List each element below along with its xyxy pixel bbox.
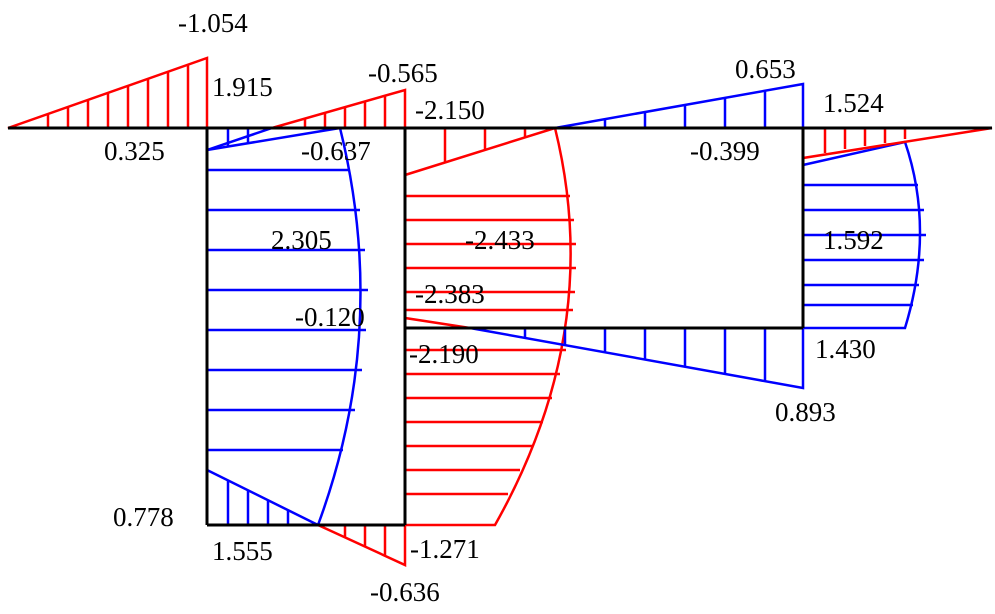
value-label: -0.120 [295,302,365,332]
value-label: -0.565 [368,58,438,88]
value-label: -0.636 [370,577,440,607]
value-label: -1.271 [410,534,480,564]
value-labels: -1.054 1.915 0.325 -0.565 -0.637 -2.150 … [104,8,884,607]
value-label: 0.893 [775,397,836,427]
value-label: -2.433 [465,225,535,255]
hatching [46,65,926,555]
value-label: 1.430 [815,334,876,364]
value-label: 0.653 [735,54,796,84]
value-label: 1.592 [823,225,884,255]
red-region-bottom [317,523,407,567]
value-label: 1.915 [212,72,273,102]
value-label: 1.524 [823,88,884,118]
value-label: 0.325 [104,136,165,166]
blue-region-top-mid-left [205,126,273,152]
value-label: -0.399 [690,136,760,166]
value-label: -1.054 [178,8,248,38]
value-label: 2.305 [271,225,332,255]
value-label: 1.555 [212,536,273,566]
value-label: -2.150 [415,95,485,125]
frame-structure [8,126,992,527]
value-label: -2.190 [409,339,479,369]
value-label: 0.778 [113,502,174,532]
value-label: -0.637 [301,136,371,166]
blue-region-mid-beam [469,326,805,390]
value-label: -2.383 [415,279,485,309]
red-region-right-top [801,126,993,160]
blue-region-right-column [802,140,922,330]
